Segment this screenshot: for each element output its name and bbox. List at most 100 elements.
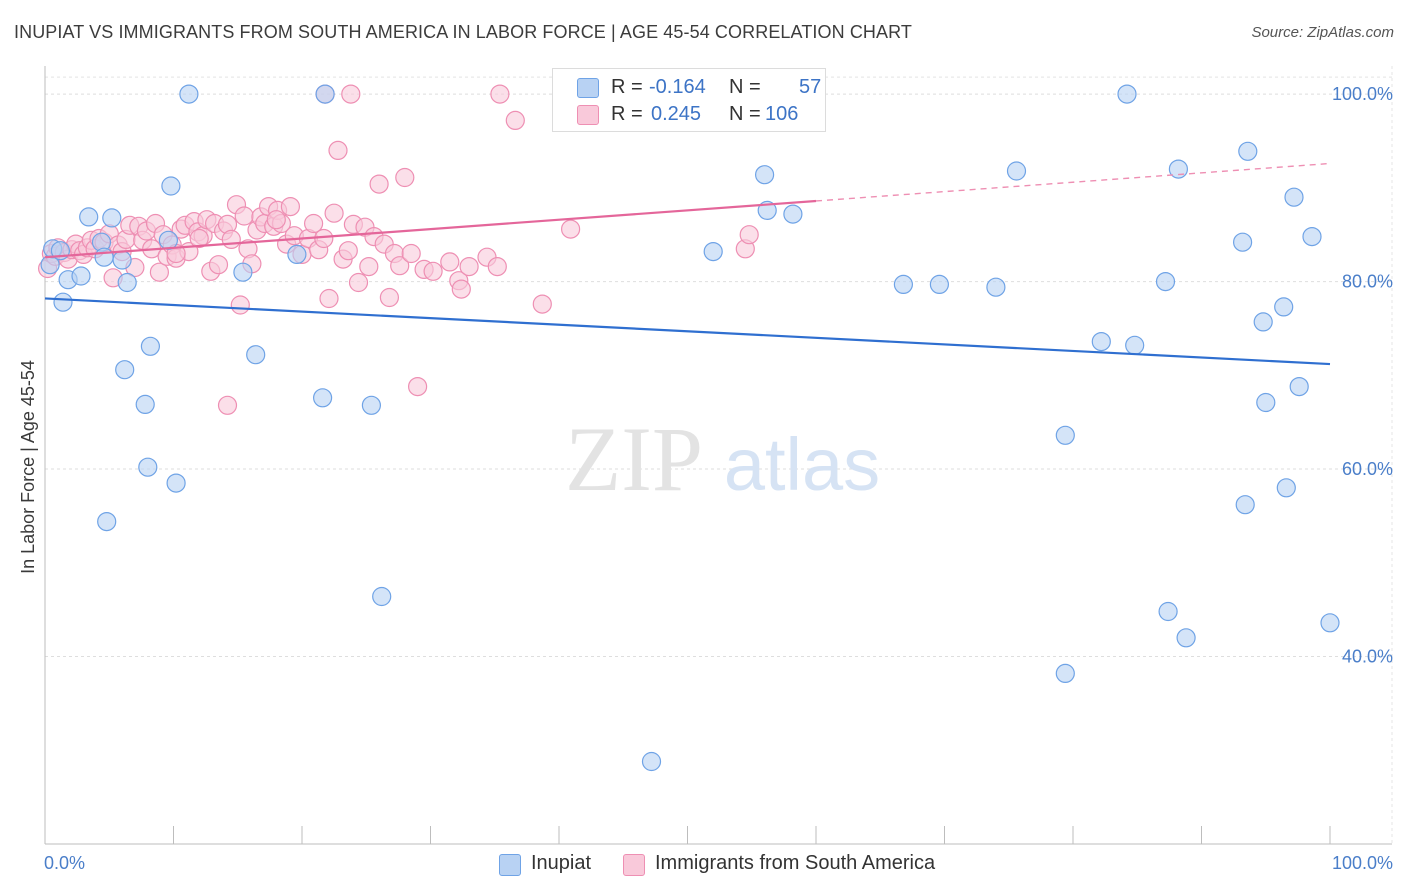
stats-legend: R = -0.164 N = 57 R = 0.245 N = 106 — [552, 68, 826, 132]
immigrants-point — [221, 229, 241, 249]
immigrants-point — [408, 377, 428, 397]
immigrants-point — [359, 257, 379, 277]
inupiat-point — [641, 751, 662, 772]
axis-labels: 40.0% 60.0% 80.0% 100.0% 0.0% 100.0% In Labor … — [18, 84, 1393, 873]
bottom-legend-label-immigrants: Immigrants from South America — [655, 852, 936, 874]
bottom-legend-swatch-immigrants — [623, 854, 645, 876]
legend-n-value: 57 — [799, 76, 822, 98]
inupiat-point — [138, 457, 158, 477]
inupiat-point — [315, 84, 335, 104]
y-tick-label: 60.0% — [1342, 459, 1393, 479]
watermark-atlas: atlas — [724, 423, 880, 506]
inupiat-point — [233, 262, 253, 282]
immigrants-trend-line — [44, 199, 817, 259]
inupiat-point — [929, 274, 950, 294]
immigrants-point — [440, 252, 460, 272]
inupiat-point — [1091, 332, 1111, 352]
legend-r-label: R = — [611, 103, 643, 125]
inupiat-point — [783, 204, 803, 224]
legend-n-label: N = — [729, 76, 761, 98]
inupiat-point — [1256, 392, 1276, 413]
immigrants-point — [379, 287, 399, 308]
watermark-zip: ZIP — [565, 408, 703, 510]
immigrants-point — [266, 210, 286, 230]
inupiat-point — [1176, 628, 1196, 648]
inupiat-point — [166, 473, 186, 493]
y-axis-label: In Labor Force | Age 45-54 — [18, 360, 38, 574]
inupiat-point — [703, 242, 723, 262]
inupiat-point — [361, 395, 381, 415]
immigrants-trend-line-extension — [815, 162, 1331, 202]
immigrants-point — [395, 167, 415, 188]
inupiat-point — [102, 208, 122, 228]
inupiat-trend-line — [44, 297, 1331, 366]
legend-r-value: -0.164 — [649, 76, 706, 98]
inupiat-point — [1276, 478, 1296, 498]
inupiat-point — [1253, 312, 1273, 332]
immigrants-point — [532, 294, 552, 314]
inupiat-point — [115, 360, 135, 380]
inupiat-point — [1158, 601, 1178, 622]
immigrants-point — [451, 279, 471, 299]
inupiat-point — [112, 250, 132, 270]
inupiat-point — [179, 84, 199, 104]
y-tick-label: 40.0% — [1342, 647, 1393, 667]
inupiat-point — [246, 345, 266, 365]
immigrants-point — [423, 261, 443, 281]
inupiat-point — [287, 244, 307, 264]
immigrants-point — [324, 203, 344, 223]
y-tick-label: 100.0% — [1332, 84, 1393, 104]
axes — [44, 66, 1392, 845]
grid-lines — [45, 66, 1393, 844]
inupiat-point — [161, 176, 181, 196]
inupiat-point — [1284, 187, 1304, 207]
immigrants-point — [217, 395, 238, 415]
immigrants-point — [230, 295, 250, 315]
legend-n-label: N = — [729, 103, 761, 125]
inupiat-point — [1232, 232, 1253, 252]
inupiat-point — [79, 207, 99, 227]
bottom-legend-swatch-inupiat — [499, 854, 521, 876]
immigrants-point — [338, 241, 358, 261]
legend-swatch-inupiat — [577, 78, 599, 98]
x-tick-label-min: 0.0% — [44, 853, 85, 873]
inupiat-point — [1055, 663, 1075, 684]
immigrants-point — [328, 140, 348, 160]
watermark: ZIP atlas — [565, 408, 880, 510]
y-tick-label: 80.0% — [1342, 272, 1393, 292]
immigrants-point — [390, 256, 410, 276]
chart-title: INUPIAT VS IMMIGRANTS FROM SOUTH AMERICA… — [14, 22, 912, 42]
inupiat-point — [158, 230, 178, 250]
legend-r-value: 0.245 — [651, 103, 702, 125]
inupiat-point — [1302, 227, 1322, 247]
inupiat-point — [1320, 613, 1340, 633]
immigrants-point — [401, 243, 421, 264]
immigrants-point — [319, 288, 339, 309]
inupiat-point — [313, 388, 333, 408]
immigrants-point — [459, 257, 479, 277]
inupiat-point — [71, 266, 91, 286]
inupiat-point — [117, 272, 137, 293]
inupiat-point — [1235, 495, 1255, 515]
immigrants-point — [487, 257, 507, 277]
immigrants-point — [369, 174, 389, 194]
immigrants-point — [234, 206, 254, 226]
inupiat-point — [135, 394, 155, 414]
immigrants-point — [490, 84, 510, 104]
trend-lines — [44, 162, 1331, 366]
inupiat-point — [893, 274, 914, 294]
inupiat-point — [754, 165, 775, 185]
immigrants-point — [314, 228, 334, 249]
immigrants-point — [208, 255, 229, 275]
inupiat-point — [1117, 84, 1137, 104]
immigrants-point — [189, 228, 209, 249]
inupiat-point — [140, 336, 160, 356]
immigrants-point — [341, 84, 361, 104]
bottom-legend-label-inupiat: Inupiat — [531, 852, 592, 874]
legend-r-label: R = — [611, 76, 643, 98]
x-tick-label-max: 100.0% — [1332, 853, 1393, 873]
inupiat-point — [1238, 141, 1258, 161]
immigrants-point — [304, 213, 324, 234]
immigrants-point — [739, 225, 759, 245]
